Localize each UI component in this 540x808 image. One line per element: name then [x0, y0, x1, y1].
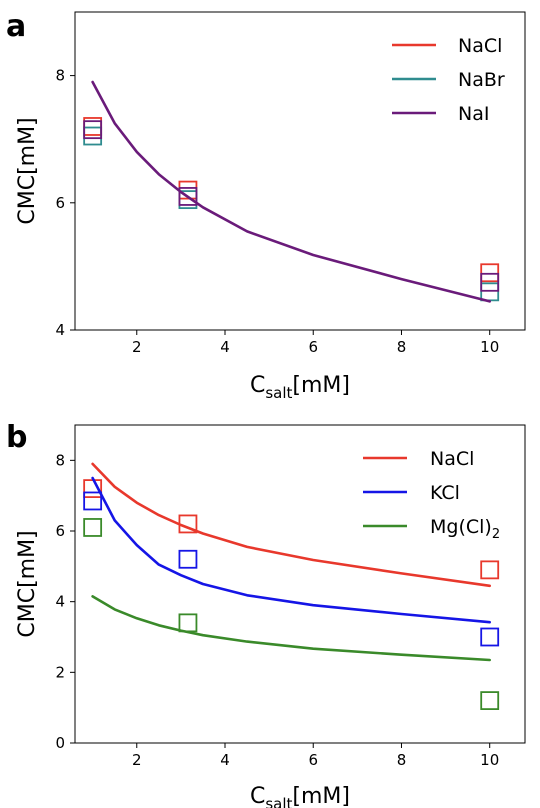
y-tick-label: 2	[55, 663, 65, 681]
data-marker-nai	[480, 272, 500, 292]
y-tick-label: 4	[55, 593, 65, 611]
data-marker-nacl	[178, 514, 198, 534]
legend-label-nabr: NaBr	[458, 69, 505, 91]
data-marker-nai	[178, 187, 198, 206]
series-line-nai	[91, 80, 492, 303]
panel-letter: b	[6, 420, 27, 455]
data-marker-mg-cl	[178, 613, 198, 633]
legend-label-nacl: NaCl	[430, 448, 474, 470]
y-tick-label: 6	[55, 522, 65, 540]
data-marker-kcl	[480, 627, 500, 647]
panel-letter: a	[6, 9, 26, 44]
x-tick-label: 10	[480, 751, 499, 769]
series-line-nacl	[91, 462, 492, 588]
legend-label-kcl: KCl	[430, 482, 460, 504]
x-tick-label: 2	[132, 338, 142, 356]
y-tick-label: 8	[55, 451, 65, 469]
x-axis-label: Csalt[mM]	[250, 784, 350, 808]
series-line-mg-cl	[91, 595, 492, 662]
data-marker-kcl	[83, 491, 103, 511]
chart-panel-b: b 2 4 6 8 10 0 2 4 6 8 CMC[mM] Csalt[mM] NaCl KCl Mg(Cl…	[6, 420, 526, 808]
plot-area-frame	[74, 11, 526, 331]
y-axis-label: CMC[mM]	[15, 117, 40, 224]
legend-label-nacl: NaCl	[458, 35, 502, 57]
x-tick-label: 10	[480, 338, 499, 356]
data-marker-mg-cl	[83, 518, 103, 537]
data-marker-mg-cl	[480, 691, 500, 710]
x-tick-label: 8	[397, 338, 407, 356]
series-line-kcl	[91, 476, 492, 624]
data-marker-nabr	[480, 282, 500, 302]
y-tick-label: 4	[55, 321, 65, 339]
legend-label-nai: NaI	[458, 103, 489, 125]
legend-label-mg-cl: Mg(Cl)2	[430, 516, 500, 542]
data-marker-kcl	[178, 549, 198, 569]
data-marker-nacl	[480, 560, 500, 580]
y-tick-label: 8	[55, 67, 65, 85]
data-marker-nacl	[480, 263, 500, 283]
x-tick-label: 4	[220, 751, 230, 769]
y-tick-label: 0	[55, 734, 65, 752]
y-axis-label: CMC[mM]	[15, 530, 40, 637]
x-axis-label: Csalt[mM]	[250, 373, 350, 402]
x-tick-label: 8	[397, 751, 407, 769]
x-tick-label: 6	[308, 751, 318, 769]
plot-area-frame	[74, 424, 526, 744]
x-tick-label: 4	[220, 338, 230, 356]
y-tick-label: 6	[55, 194, 65, 212]
chart-panel-a: a 2 4 6 8 10 4 6 8 CMC[mM] Csalt[mM] NaCl NaBr NaI	[6, 9, 526, 402]
data-marker-nai	[83, 120, 103, 140]
x-tick-label: 2	[132, 751, 142, 769]
x-tick-label: 6	[308, 338, 318, 356]
data-marker-nabr	[83, 126, 103, 146]
